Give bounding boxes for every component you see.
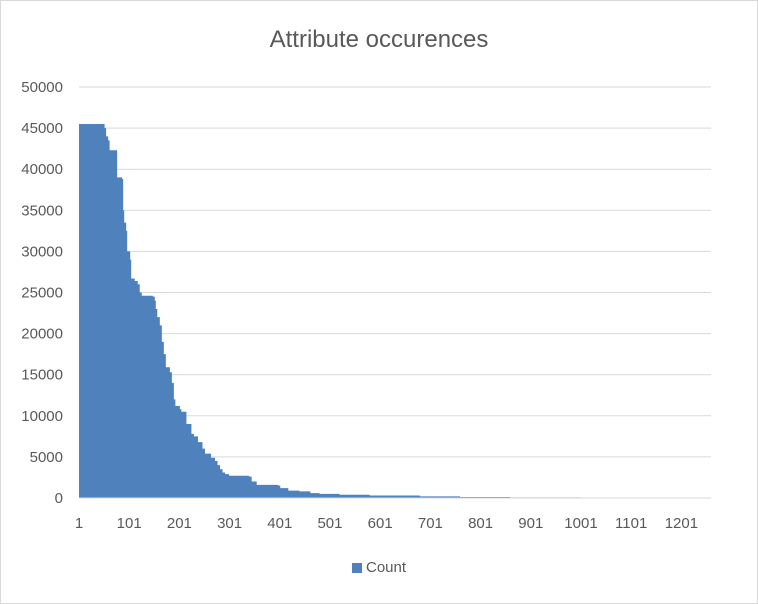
x-tick-label-1001: 1001 bbox=[564, 515, 597, 532]
x-tick-label-401: 401 bbox=[267, 515, 292, 532]
y-tick-label-10000: 10000 bbox=[21, 408, 63, 425]
y-tick-label-15000: 15000 bbox=[21, 367, 63, 384]
y-tick-label-25000: 25000 bbox=[21, 285, 63, 302]
legend-label: Count bbox=[365, 559, 407, 576]
x-tick-label-1201: 1201 bbox=[665, 515, 698, 532]
y-tick-label-0: 0 bbox=[55, 490, 63, 507]
y-tick-label-35000: 35000 bbox=[21, 202, 63, 219]
x-tick-label-701: 701 bbox=[418, 515, 443, 532]
y-tick-label-5000: 5000 bbox=[30, 449, 63, 466]
x-tick-label-501: 501 bbox=[317, 515, 342, 532]
x-tick-label-101: 101 bbox=[117, 515, 142, 532]
x-tick-label-201: 201 bbox=[167, 515, 192, 532]
x-tick-label-801: 801 bbox=[468, 515, 493, 532]
x-tick-label-301: 301 bbox=[217, 515, 242, 532]
y-tick-label-20000: 20000 bbox=[21, 326, 63, 343]
x-tick-label-1: 1 bbox=[75, 515, 83, 532]
y-tick-label-30000: 30000 bbox=[21, 243, 63, 260]
y-tick-label-45000: 45000 bbox=[21, 120, 63, 137]
legend-swatch bbox=[351, 563, 362, 573]
x-tick-label-601: 601 bbox=[368, 515, 393, 532]
x-tick-label-1101: 1101 bbox=[615, 515, 647, 532]
chart-title: Attribute occurences bbox=[269, 26, 489, 53]
x-tick-label-901: 901 bbox=[518, 515, 543, 532]
series-area-count bbox=[79, 123, 711, 499]
y-tick-label-50000: 50000 bbox=[21, 79, 63, 96]
legend: Count bbox=[0, 559, 758, 576]
y-tick-label-40000: 40000 bbox=[21, 161, 63, 178]
